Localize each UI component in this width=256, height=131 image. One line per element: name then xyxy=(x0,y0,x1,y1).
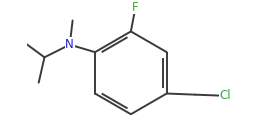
Text: F: F xyxy=(132,1,139,14)
Text: N: N xyxy=(65,38,74,51)
Text: Cl: Cl xyxy=(220,89,231,102)
